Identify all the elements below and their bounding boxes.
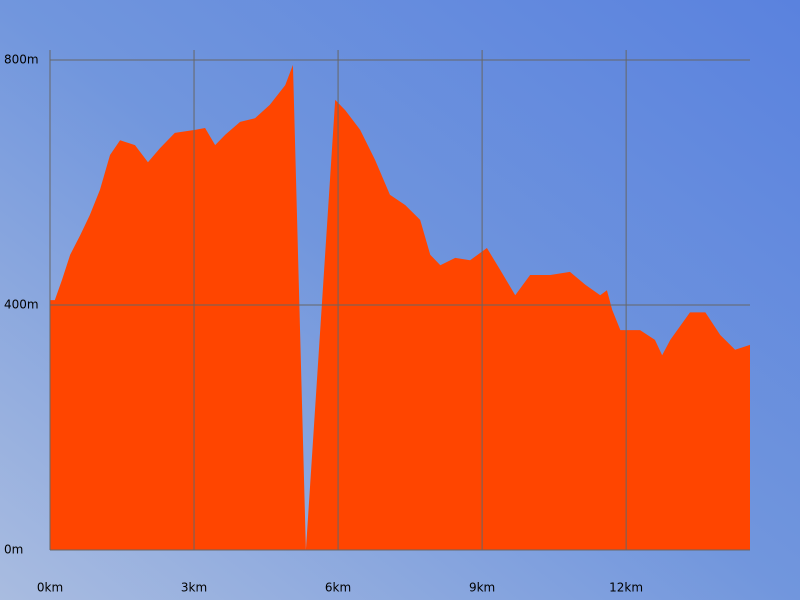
x-tick-label: 12km xyxy=(609,581,643,595)
elevation-area xyxy=(50,64,750,551)
x-tick-label: 0km xyxy=(37,581,63,595)
y-tick-label: 0m xyxy=(4,543,23,557)
x-tick-label: 3km xyxy=(181,581,207,595)
x-tick-label: 9km xyxy=(469,581,495,595)
y-tick-label: 400m xyxy=(4,298,39,312)
y-tick-label: 800m xyxy=(4,53,39,67)
x-tick-label: 6km xyxy=(325,581,351,595)
